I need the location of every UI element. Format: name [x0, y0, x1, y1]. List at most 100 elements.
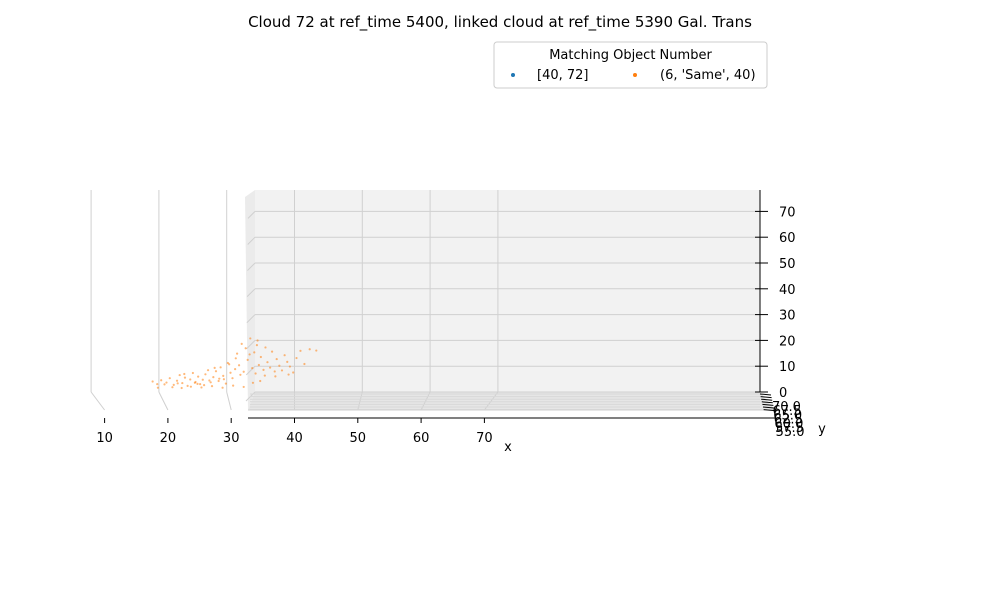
scatter-point: [255, 344, 258, 347]
legend-marker-series-2: [633, 73, 637, 77]
z-tick-label: 10: [779, 360, 796, 375]
legend-title: Matching Object Number: [549, 48, 712, 63]
scatter-point: [237, 364, 241, 367]
z-tick-label: 70: [779, 205, 796, 220]
scatter-point: [210, 385, 214, 388]
scatter-point: [165, 381, 168, 384]
scatter-point: [263, 374, 266, 377]
z-side-gridline: [246, 314, 256, 324]
z-tick-label: 60: [779, 231, 796, 246]
x-tick-label: 20: [160, 431, 177, 446]
scatter-point: [287, 373, 290, 376]
scatter-point: [197, 375, 200, 378]
z-side-gridline: [246, 340, 256, 350]
z-tick-label: 40: [779, 283, 796, 298]
scatter-point: [186, 384, 189, 388]
scatter-point: [266, 361, 269, 364]
y-tick: [762, 403, 774, 406]
y-tick-label: 57.5: [775, 421, 804, 436]
scatter-point: [273, 370, 276, 373]
scatter-point: [286, 360, 289, 364]
scatter-point: [172, 383, 175, 386]
scatter-point: [234, 368, 237, 371]
scatter-point: [246, 358, 249, 361]
scatter-point: [240, 342, 243, 345]
scatter-point: [231, 377, 234, 380]
scatter-point: [248, 353, 251, 356]
scatter-point: [171, 386, 174, 389]
scatter-point: [295, 356, 298, 360]
scatter-point: [234, 357, 237, 360]
scatter-point: [193, 381, 196, 384]
y-tick-label: 65.0: [773, 408, 802, 423]
scatter-point: [212, 376, 215, 379]
scatter-point: [189, 378, 192, 381]
scatter-point: [217, 379, 220, 383]
scatter-point: [259, 379, 262, 383]
scatter-point: [218, 377, 221, 380]
scatter-point: [222, 378, 225, 381]
grid-lines: [90, 190, 760, 411]
scatter-point: [249, 337, 252, 340]
scatter-point: [180, 386, 183, 390]
scatter-point: [183, 372, 186, 376]
x-tick-label: 10: [96, 431, 113, 446]
y-tick-label: 62.5: [774, 413, 803, 428]
y-tick: [760, 396, 772, 399]
legend: Matching Object Number [40, 72] (6, 'Sam…: [493, 41, 768, 89]
scatter-point: [303, 362, 306, 366]
scatter-point: [151, 380, 154, 383]
scatter-point: [199, 382, 202, 386]
x-tick-label: 60: [413, 431, 430, 446]
x-floor-gridline: [158, 391, 169, 411]
scatter-point: [315, 349, 318, 352]
legend-label-series-2: (6, 'Same', 40): [660, 68, 756, 83]
scatter-point: [254, 372, 257, 375]
z-tick-label: 30: [779, 309, 796, 324]
x-tick-label: 30: [223, 431, 240, 446]
z-tick-label: 50: [779, 257, 796, 272]
scatter-point: [189, 385, 192, 388]
scatter-point: [200, 386, 203, 389]
scatter-point: [269, 366, 272, 369]
y-tick: [761, 398, 773, 401]
scatter-point: [262, 368, 265, 372]
scatter-point: [191, 371, 194, 375]
legend-label-series-1: [40, 72]: [537, 68, 589, 83]
scatter-point: [168, 377, 171, 380]
scatter-point: [163, 383, 166, 386]
y-tick: [762, 406, 775, 409]
scatter-point: [257, 363, 260, 367]
scatter-point: [228, 363, 231, 366]
z-side-gridline: [245, 365, 256, 376]
z-side-gridline: [247, 211, 256, 219]
scatter-point: [292, 371, 295, 374]
scatter-point: [251, 381, 255, 384]
scatter-points: [151, 337, 318, 390]
scatter-point: [181, 381, 184, 385]
scatter-point: [251, 367, 254, 370]
scatter-point: [229, 371, 232, 374]
back-pane: [255, 190, 760, 392]
scatter-point: [203, 384, 206, 387]
scatter-point: [256, 339, 259, 342]
x-tick-label: 40: [286, 431, 303, 446]
y-tick-label: 67.5: [773, 404, 802, 419]
scatter-point: [288, 365, 291, 368]
y-tick-label: 55.0: [776, 425, 805, 440]
scatter-point: [176, 382, 179, 385]
scatter-point: [214, 370, 218, 373]
z-tick-label: 0: [779, 386, 787, 401]
y-tick: [763, 409, 775, 412]
scatter-point: [208, 379, 211, 382]
legend-marker-series-1: [511, 73, 515, 77]
scatter-point: [239, 373, 242, 376]
scatter-point: [253, 351, 256, 354]
scatter-point: [264, 346, 267, 349]
scatter-point: [242, 370, 245, 373]
scatter-point: [221, 386, 224, 389]
scatter-point: [156, 386, 159, 389]
x-tick-label: 70: [476, 431, 493, 446]
scatter-point: [156, 382, 159, 386]
scatter-point: [178, 373, 181, 377]
